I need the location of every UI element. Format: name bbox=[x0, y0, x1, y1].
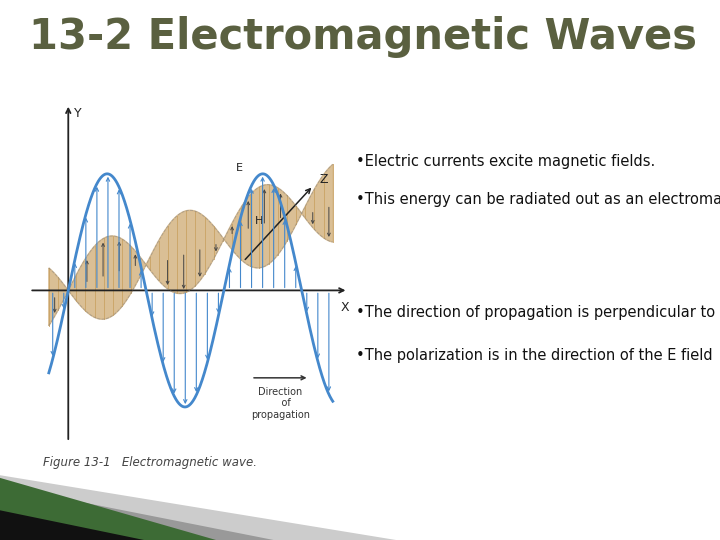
Text: Y: Y bbox=[74, 107, 82, 120]
Text: •The direction of propagation is perpendicular to both.: •The direction of propagation is perpend… bbox=[356, 305, 720, 320]
Text: X: X bbox=[340, 301, 348, 314]
Text: •The polarization is in the direction of the E field: •The polarization is in the direction of… bbox=[356, 348, 713, 363]
Text: •This energy can be radiated out as an electromagnetic wave, a transverse wave w: •This energy can be radiated out as an e… bbox=[356, 192, 720, 207]
Text: Z: Z bbox=[319, 173, 328, 186]
Text: •Electric currents excite magnetic fields.: •Electric currents excite magnetic field… bbox=[356, 154, 656, 169]
Text: Figure 13-1   Electromagnetic wave.: Figure 13-1 Electromagnetic wave. bbox=[43, 456, 257, 469]
Polygon shape bbox=[0, 510, 144, 540]
Text: H: H bbox=[255, 216, 264, 226]
Polygon shape bbox=[0, 475, 396, 540]
Polygon shape bbox=[0, 486, 274, 540]
Polygon shape bbox=[0, 478, 216, 540]
Text: 13-2 Electromagnetic Waves: 13-2 Electromagnetic Waves bbox=[29, 16, 697, 58]
Text: E: E bbox=[236, 163, 243, 173]
Text: Direction
    of
propagation: Direction of propagation bbox=[251, 387, 310, 420]
Polygon shape bbox=[49, 164, 333, 326]
